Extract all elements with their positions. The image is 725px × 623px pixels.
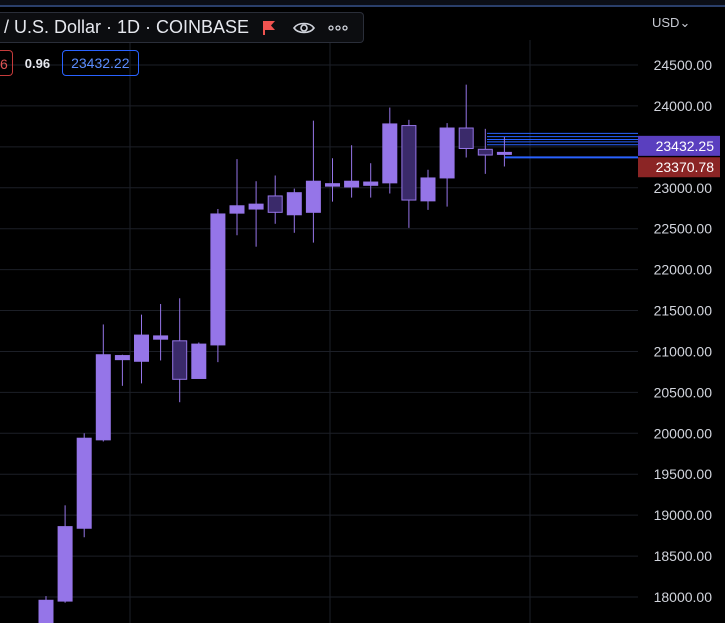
candle-body: [420, 177, 436, 202]
candle-body: [401, 125, 417, 201]
candle: [401, 119, 417, 228]
candle-body: [286, 192, 302, 216]
currency-label: USD: [652, 15, 680, 30]
candle: [286, 188, 302, 233]
symbol-title[interactable]: / U.S. Dollar · 1D · COINBASE: [4, 17, 250, 37]
price-value[interactable]: 23432.22: [62, 50, 139, 76]
y-tick-label: 23000.00: [654, 180, 713, 196]
candle: [458, 84, 474, 158]
candle: [344, 145, 360, 198]
candle-body: [114, 355, 130, 361]
candle-body: [382, 123, 398, 184]
candle: [477, 128, 493, 174]
candle-body: [76, 437, 92, 529]
currency-selector[interactable]: USD⌄: [652, 15, 690, 31]
candle: [210, 209, 226, 363]
y-tick-label: 24000.00: [654, 98, 713, 114]
window-top-edge: [0, 0, 725, 7]
candle: [305, 120, 321, 243]
candle-body: [325, 183, 340, 187]
candle-body: [38, 599, 54, 623]
candle: [114, 354, 130, 386]
candle-body: [477, 148, 493, 156]
symbol-header[interactable]: / U.S. Dollar · 1D · COINBASE: [0, 12, 364, 43]
candle-body: [95, 354, 111, 441]
candle-body: [191, 343, 207, 379]
candle-body: [496, 151, 512, 155]
y-tick-label: 18000.00: [654, 589, 713, 605]
price-axis: 24500.0024000.0023500.0023000.0022500.00…: [638, 57, 720, 605]
candle: [363, 163, 379, 198]
candle: [325, 158, 340, 202]
candle: [172, 298, 188, 403]
candle: [439, 123, 455, 207]
chevron-down-icon: ⌄: [679, 15, 691, 30]
candle-body: [248, 203, 264, 210]
y-tick-label: 21000.00: [654, 343, 713, 359]
candle-body: [267, 195, 283, 213]
candle: [267, 175, 283, 224]
candle-body: [210, 213, 226, 346]
candle-body: [439, 127, 455, 179]
candle: [382, 107, 398, 194]
candle: [76, 433, 92, 538]
grid-layer: [0, 40, 638, 623]
y-tick-label: 22500.00: [654, 221, 713, 237]
candle-body: [305, 180, 321, 213]
candle: [57, 505, 73, 603]
candle-body: [458, 127, 474, 149]
previous-close-tag: [638, 157, 720, 178]
y-tick-label: 24500.00: [654, 57, 713, 73]
candle: [420, 169, 436, 210]
candle: [38, 596, 54, 623]
current-price-label: 23432.25: [656, 138, 715, 154]
y-tick-label: 21500.00: [654, 303, 713, 319]
candle: [153, 303, 169, 361]
candle: [229, 159, 245, 236]
candle: [191, 342, 207, 379]
candle: [496, 137, 512, 167]
y-tick-label: 20500.00: [654, 384, 713, 400]
candle-body: [229, 205, 245, 214]
candle: [95, 324, 111, 442]
more-options-icon[interactable]: [327, 20, 349, 36]
spread-value: 0.96: [24, 55, 51, 71]
current-price-tag: [638, 135, 720, 156]
candle-body: [153, 335, 169, 340]
price-lines-layer: [487, 132, 638, 159]
previous-close-label: 23370.78: [656, 159, 715, 175]
y-tick-label: 19500.00: [654, 466, 713, 482]
y-tick-label: 20000.00: [654, 425, 713, 441]
flag-icon[interactable]: [261, 20, 277, 36]
candle: [134, 314, 149, 384]
y-tick-label: 19000.00: [654, 507, 713, 523]
candle-body: [57, 526, 73, 602]
candle: [248, 181, 264, 247]
candle-body: [344, 180, 360, 188]
stats-row: 6 0.96 23432.22: [0, 48, 139, 78]
candle-body: [172, 340, 188, 380]
y-tick-label: 22000.00: [654, 262, 713, 278]
candle-body: [363, 181, 379, 186]
candle-body: [134, 334, 149, 362]
y-tick-label: 18500.00: [654, 548, 713, 564]
candles-layer: [38, 84, 512, 623]
change-value: 6: [0, 50, 13, 76]
eye-icon[interactable]: [293, 20, 316, 36]
